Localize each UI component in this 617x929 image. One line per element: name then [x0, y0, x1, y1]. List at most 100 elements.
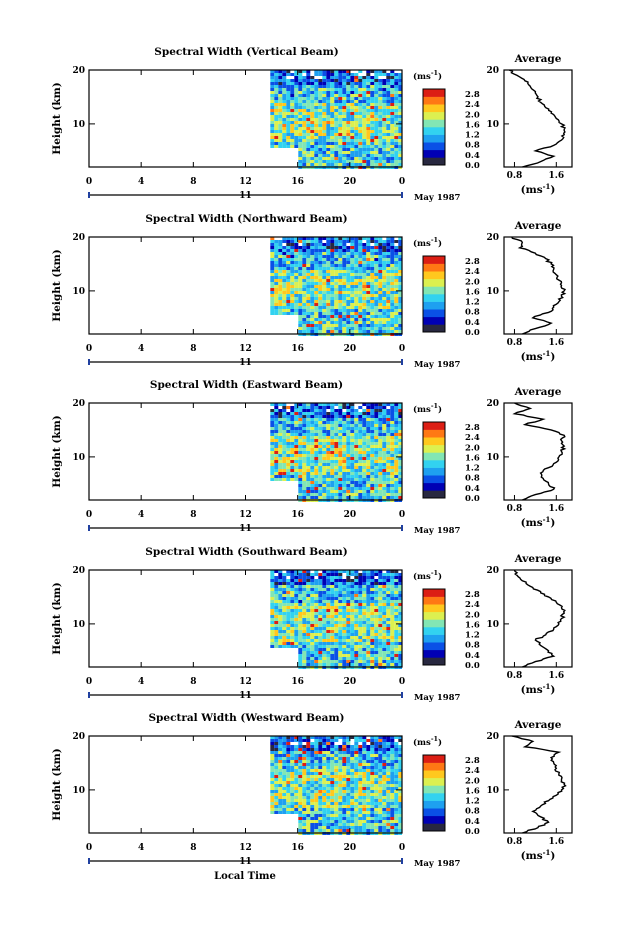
heatmap-cell	[374, 279, 379, 282]
heatmap-cell	[326, 151, 331, 154]
heatmap-cell	[382, 460, 387, 463]
heatmap-cell	[394, 315, 399, 318]
heatmap-cell	[394, 154, 399, 157]
heatmap-cell	[366, 594, 371, 597]
heatmap-cell	[394, 478, 399, 481]
heatmap-cell	[282, 130, 287, 133]
heatmap-cell	[310, 403, 315, 406]
heatmap-cell	[390, 621, 395, 624]
heatmap-cell	[346, 327, 351, 330]
heatmap-cell	[374, 139, 379, 142]
heatmap-cell	[338, 288, 343, 291]
heatmap-cell	[274, 579, 279, 582]
heatmap-cell	[298, 436, 303, 439]
heatmap-cell	[302, 285, 307, 288]
heatmap-cell	[326, 424, 331, 427]
heatmap-cell	[354, 496, 359, 499]
heatmap-cell	[334, 603, 339, 606]
x-tick-label: 16	[291, 177, 304, 187]
heatmap-cell	[358, 118, 363, 121]
heatmap-cell	[366, 772, 371, 775]
heatmap-cell	[334, 475, 339, 478]
heatmap-cell	[286, 297, 291, 300]
heatmap-cell	[382, 133, 387, 136]
heatmap-cell	[318, 442, 323, 445]
heatmap-cell	[310, 585, 315, 588]
heatmap-cell	[298, 754, 303, 757]
heatmap-cell	[282, 760, 287, 763]
heatmap-cell	[330, 139, 335, 142]
heatmap-cell	[302, 300, 307, 303]
heatmap-cell	[342, 597, 347, 600]
heatmap-cell	[394, 285, 399, 288]
heatmap-cell	[374, 651, 379, 654]
heatmap-cell	[362, 237, 367, 240]
heatmap-cell	[346, 751, 351, 754]
heatmap-cell	[366, 118, 371, 121]
heatmap-cell	[374, 579, 379, 582]
heatmap-cell	[398, 327, 402, 330]
heatmap-cell	[374, 264, 379, 267]
heatmap-cell	[342, 591, 347, 594]
heatmap-cell	[334, 327, 339, 330]
heatmap-cell	[346, 436, 351, 439]
heatmap-cell	[358, 588, 363, 591]
colorbar-tick-label: 2.4	[465, 267, 480, 277]
heatmap-cell	[314, 288, 319, 291]
heatmap-cell	[342, 136, 347, 139]
heatmap-cell	[378, 103, 383, 106]
heatmap-cell	[394, 766, 399, 769]
heatmap-cell	[290, 451, 295, 454]
heatmap-cell	[306, 600, 311, 603]
heatmap-cell	[394, 600, 399, 603]
heatmap-cell	[342, 654, 347, 657]
heatmap-cell	[390, 579, 395, 582]
heatmap-cell	[374, 451, 379, 454]
heatmap-cell	[286, 276, 291, 279]
heatmap-cell	[354, 651, 359, 654]
heatmap-cell	[378, 315, 383, 318]
heatmap-cell	[290, 237, 295, 240]
heatmap-cell	[322, 748, 327, 751]
heatmap-cell	[342, 237, 347, 240]
heatmap-cell	[342, 418, 347, 421]
heatmap-cell	[362, 160, 367, 163]
heatmap-cell	[330, 597, 335, 600]
heatmap-cell	[382, 754, 387, 757]
heatmap-cell	[330, 288, 335, 291]
heatmap-cell	[302, 739, 307, 742]
heatmap-cell	[346, 409, 351, 412]
heatmap-cell	[322, 603, 327, 606]
heatmap-cell	[294, 787, 299, 790]
heatmap-cell	[350, 615, 355, 618]
heatmap-cell	[390, 472, 395, 475]
heatmap-cell	[314, 660, 319, 663]
heatmap-cell	[346, 612, 351, 615]
heatmap-cell	[274, 297, 279, 300]
heatmap-cell	[310, 306, 315, 309]
heatmap-cell	[330, 475, 335, 478]
heatmap-cell	[306, 742, 311, 745]
heatmap-cell	[282, 76, 287, 79]
heatmap-cell	[390, 82, 395, 85]
heatmap-cell	[302, 109, 307, 112]
x-tick-label: 0	[399, 510, 405, 520]
heatmap-cell	[314, 751, 319, 754]
heatmap-cell	[358, 739, 363, 742]
heatmap-cell	[306, 624, 311, 627]
heatmap-cell	[378, 651, 383, 654]
heatmap-cell	[358, 297, 363, 300]
heatmap-cell	[286, 406, 291, 409]
heatmap-cell	[322, 448, 327, 451]
heatmap-cell	[358, 309, 363, 312]
heatmap-cell	[346, 273, 351, 276]
heatmap-cell	[334, 85, 339, 88]
heatmap-cell	[294, 576, 299, 579]
heatmap-cell	[302, 330, 307, 333]
heatmap-cell	[346, 615, 351, 618]
heatmap-cell	[382, 82, 387, 85]
heatmap-cell	[374, 300, 379, 303]
heatmap-cell	[318, 430, 323, 433]
heatmap-cell	[286, 109, 291, 112]
colorbar-tick-label: 0.0	[465, 661, 480, 671]
